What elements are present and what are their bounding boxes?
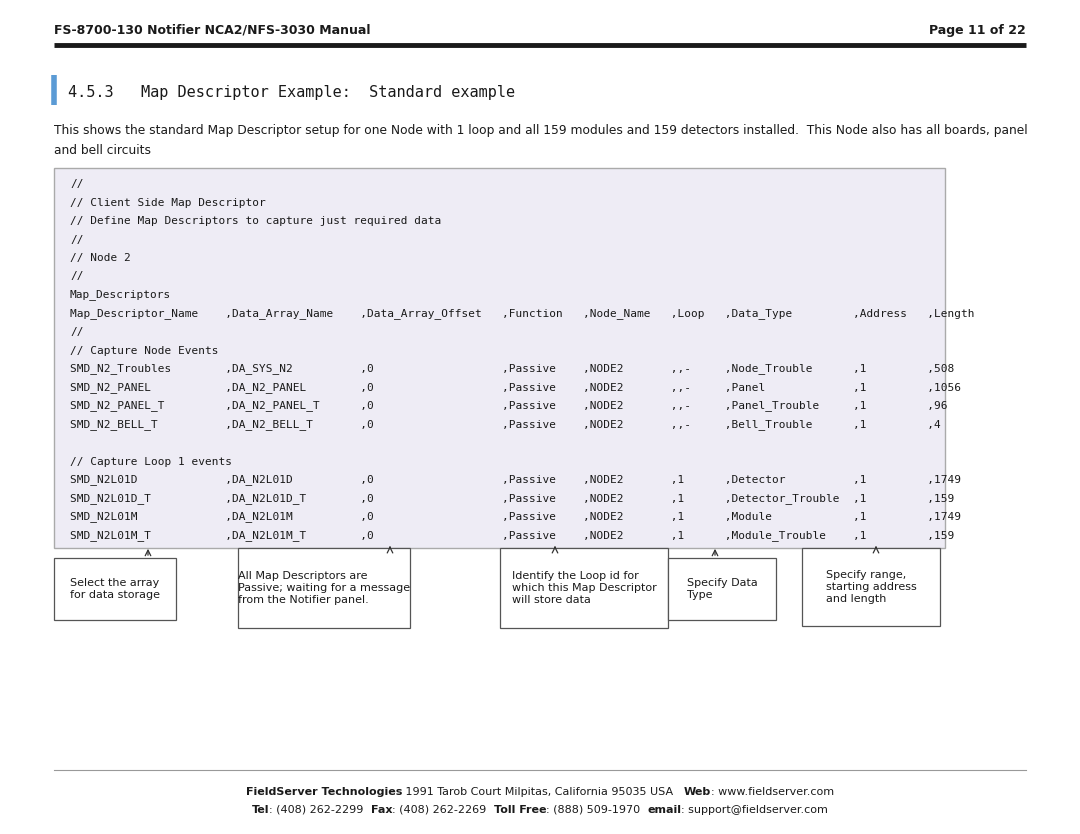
Text: SMD_N2_BELL_T          ,DA_N2_BELL_T       ,0                   ,Passive    ,NOD: SMD_N2_BELL_T ,DA_N2_BELL_T ,0 ,Passive … bbox=[70, 419, 941, 430]
Text: // Capture Loop 1 events: // Capture Loop 1 events bbox=[70, 456, 232, 466]
Text: All Map Descriptors are
Passive; waiting for a message
from the Notifier panel.: All Map Descriptors are Passive; waiting… bbox=[238, 571, 410, 605]
Text: // Define Map Descriptors to capture just required data: // Define Map Descriptors to capture jus… bbox=[70, 216, 442, 226]
Text: SMD_N2L01D_T           ,DA_N2L01D_T        ,0                   ,Passive    ,NOD: SMD_N2L01D_T ,DA_N2L01D_T ,0 ,Passive ,N… bbox=[70, 493, 955, 504]
Text: // Node 2: // Node 2 bbox=[70, 253, 131, 263]
Bar bbox=[802, 548, 940, 626]
Text: and bell circuits: and bell circuits bbox=[54, 143, 151, 157]
Bar bbox=[54, 558, 176, 620]
Text: Web: Web bbox=[684, 787, 711, 797]
Text: : www.fieldserver.com: : www.fieldserver.com bbox=[711, 787, 834, 797]
Text: Select the array
for data storage: Select the array for data storage bbox=[70, 578, 160, 600]
Text: email: email bbox=[647, 805, 681, 815]
Text: Map_Descriptors: Map_Descriptors bbox=[70, 289, 172, 300]
Text: //: // bbox=[70, 179, 83, 189]
Bar bbox=[669, 558, 777, 620]
Text: Tel: Tel bbox=[252, 805, 269, 815]
Text: Map_Descriptor_Name    ,Data_Array_Name    ,Data_Array_Offset   ,Function   ,Nod: Map_Descriptor_Name ,Data_Array_Name ,Da… bbox=[70, 308, 974, 319]
Text: Page 11 of 22: Page 11 of 22 bbox=[929, 23, 1026, 37]
Text: SMD_N2_Troubles        ,DA_SYS_N2          ,0                   ,Passive    ,NOD: SMD_N2_Troubles ,DA_SYS_N2 ,0 ,Passive ,… bbox=[70, 364, 955, 374]
Bar bbox=[500, 548, 669, 628]
Text: : (888) 509-1970: : (888) 509-1970 bbox=[546, 805, 647, 815]
Text: Specify range,
starting address
and length: Specify range, starting address and leng… bbox=[825, 570, 916, 604]
Text: Fax: Fax bbox=[370, 805, 392, 815]
Text: SMD_N2L01D             ,DA_N2L01D          ,0                   ,Passive    ,NOD: SMD_N2L01D ,DA_N2L01D ,0 ,Passive ,NOD bbox=[70, 475, 961, 485]
Text: FS-8700-130 Notifier NCA2/NFS-3030 Manual: FS-8700-130 Notifier NCA2/NFS-3030 Manua… bbox=[54, 23, 370, 37]
Bar bbox=[54, 168, 945, 548]
Text: Identify the Loop id for
which this Map Descriptor
will store data: Identify the Loop id for which this Map … bbox=[512, 571, 657, 605]
Text: SMD_N2_PANEL           ,DA_N2_PANEL        ,0                   ,Passive    ,NOD: SMD_N2_PANEL ,DA_N2_PANEL ,0 ,Passive ,N… bbox=[70, 382, 961, 393]
Text: SMD_N2L01M             ,DA_N2L01M          ,0                   ,Passive    ,NOD: SMD_N2L01M ,DA_N2L01M ,0 ,Passive ,NOD bbox=[70, 511, 961, 522]
Text: // Capture Node Events: // Capture Node Events bbox=[70, 345, 218, 355]
Text: Toll Free: Toll Free bbox=[494, 805, 546, 815]
Text: : support@fieldserver.com: : support@fieldserver.com bbox=[681, 805, 828, 815]
Text: //: // bbox=[70, 272, 83, 282]
Text: // Client Side Map Descriptor: // Client Side Map Descriptor bbox=[70, 198, 266, 208]
Text: SMD_N2_PANEL_T         ,DA_N2_PANEL_T      ,0                   ,Passive    ,NOD: SMD_N2_PANEL_T ,DA_N2_PANEL_T ,0 ,Passiv… bbox=[70, 400, 947, 411]
Text: SMD_N2L01M_T           ,DA_N2L01M_T        ,0                   ,Passive    ,NOD: SMD_N2L01M_T ,DA_N2L01M_T ,0 ,Passive ,N… bbox=[70, 530, 955, 541]
Text: This shows the standard Map Descriptor setup for one Node with 1 loop and all 15: This shows the standard Map Descriptor s… bbox=[54, 123, 1028, 137]
Text: //: // bbox=[70, 327, 83, 337]
Text: FieldServer Technologies: FieldServer Technologies bbox=[246, 787, 402, 797]
Text: //: // bbox=[70, 234, 83, 244]
Text: 1991 Tarob Court Milpitas, California 95035 USA: 1991 Tarob Court Milpitas, California 95… bbox=[402, 787, 684, 797]
Text: 4.5.3   Map Descriptor Example:  Standard example: 4.5.3 Map Descriptor Example: Standard e… bbox=[68, 84, 515, 99]
Text: : (408) 262-2299: : (408) 262-2299 bbox=[269, 805, 370, 815]
Text: Specify Data
Type: Specify Data Type bbox=[687, 578, 757, 600]
Text: : (408) 262-2269: : (408) 262-2269 bbox=[392, 805, 494, 815]
Bar bbox=[238, 548, 410, 628]
